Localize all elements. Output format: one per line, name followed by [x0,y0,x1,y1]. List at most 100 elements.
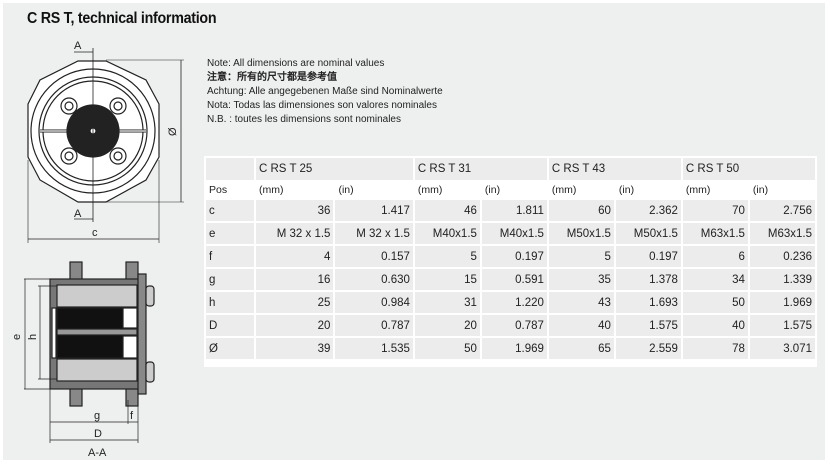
value-cell: 20 [414,315,480,336]
value-cell: M 32 x 1.5 [256,223,334,244]
value-cell: 34 [682,269,748,290]
note-zh: 注意：所有的尺寸都是参考值 [207,72,337,83]
table-row: g 16 0.630 15 0.591 35 1.378 34 1.339 [206,269,815,290]
value-cell: 36 [256,200,334,221]
unit-header: (mm) [548,182,614,198]
value-cell: M50x1.5 [615,223,681,244]
note-fr: N.B. : toutes les dimensions sont nomina… [207,114,401,125]
pos-cell: Ø [206,338,254,359]
section-view-drawing [49,261,155,407]
value-cell: 16 [256,269,334,290]
value-cell: 31 [414,292,480,313]
value-cell: 1.417 [335,200,413,221]
note-es: Nota: Todas las dimensiones son valores … [207,100,437,111]
pos-cell: g [206,269,254,290]
value-cell: 3.071 [749,338,815,359]
value-cell: 40 [682,315,748,336]
pos-cell: h [206,292,254,313]
pos-header: Pos [206,182,254,198]
value-cell: 1.969 [481,338,547,359]
value-cell: 5 [414,246,480,267]
note-de: Achtung: Alle angegebenen Maße sind Nomi… [207,86,443,97]
value-cell: M40x1.5 [414,223,480,244]
label-h: h [27,334,39,340]
unit-header: (mm) [414,182,480,198]
value-cell: 0.236 [749,246,815,267]
value-cell: M40x1.5 [481,223,547,244]
table-row: f 4 0.157 5 0.197 5 0.197 6 0.236 [206,246,815,267]
dimension-lines [24,278,139,443]
value-cell: 20 [256,315,334,336]
page-title: C RS T, technical information [27,10,217,27]
value-cell: 25 [256,292,334,313]
value-cell: 1.575 [749,315,815,336]
value-cell: 0.197 [615,246,681,267]
section-mark-bottom: A [74,208,82,220]
unit-header: (in) [749,182,815,198]
top-view-drawing [27,48,184,243]
value-cell: 65 [548,338,614,359]
label-e: e [11,334,23,340]
value-cell: 46 [414,200,480,221]
value-cell: 0.630 [335,269,413,290]
value-cell: 50 [682,292,748,313]
unit-header: (in) [615,182,681,198]
model-header-row: C RS T 25 C RS T 31 C RS T 43 C RS T 50 [206,158,815,180]
pos-cell: D [206,315,254,336]
pos-cell: e [206,223,254,244]
value-cell: 1.339 [749,269,815,290]
value-cell: 2.559 [615,338,681,359]
label-D: D [94,428,102,440]
value-cell: M 32 x 1.5 [335,223,413,244]
value-cell: 39 [256,338,334,359]
value-cell: 4 [256,246,334,267]
label-f: f [130,410,134,422]
table-row: h 25 0.984 31 1.220 43 1.693 50 1.969 [206,292,815,313]
label-diameter: Ø [167,127,179,136]
unit-header: (mm) [682,182,748,198]
value-cell: 0.197 [481,246,547,267]
value-cell: M50x1.5 [548,223,614,244]
value-cell: 2.362 [615,200,681,221]
value-cell: 60 [548,200,614,221]
model-header: C RS T 25 [256,158,413,180]
value-cell: 0.787 [335,315,413,336]
value-cell: 0.787 [481,315,547,336]
dimensions-table: C RS T 25 C RS T 31 C RS T 43 C RS T 50 … [204,156,817,367]
value-cell: 40 [548,315,614,336]
pos-cell: f [206,246,254,267]
label-c: c [92,227,98,239]
table-row: c 36 1.417 46 1.811 60 2.362 70 2.756 [206,200,815,221]
value-cell: 1.811 [481,200,547,221]
value-cell: 15 [414,269,480,290]
value-cell: 2.756 [749,200,815,221]
model-header: C RS T 43 [548,158,681,180]
note-en: Note: All dimensions are nominal values [207,58,385,69]
value-cell: 70 [682,200,748,221]
value-cell: 0.591 [481,269,547,290]
value-cell: 0.984 [335,292,413,313]
value-cell: 1.378 [615,269,681,290]
section-mark-top: A [74,40,82,52]
pos-cell: c [206,200,254,221]
value-cell: 78 [682,338,748,359]
model-header: C RS T 31 [414,158,547,180]
unit-header: (mm) [256,182,334,198]
value-cell: 43 [548,292,614,313]
value-cell: M63x1.5 [749,223,815,244]
header-blank [206,158,254,180]
value-cell: 1.535 [335,338,413,359]
model-header: C RS T 50 [682,158,815,180]
unit-header: (in) [481,182,547,198]
value-cell: 1.693 [615,292,681,313]
value-cell: 1.220 [481,292,547,313]
unit-header-row: Pos (mm) (in) (mm) (in) (mm) (in) (mm) (… [206,182,815,198]
notes: Note: All dimensions are nominal values … [207,57,443,127]
value-cell: 5 [548,246,614,267]
table-row: D 20 0.787 20 0.787 40 1.575 40 1.575 [206,315,815,336]
value-cell: M63x1.5 [682,223,748,244]
unit-header: (in) [335,182,413,198]
value-cell: 6 [682,246,748,267]
value-cell: 0.157 [335,246,413,267]
